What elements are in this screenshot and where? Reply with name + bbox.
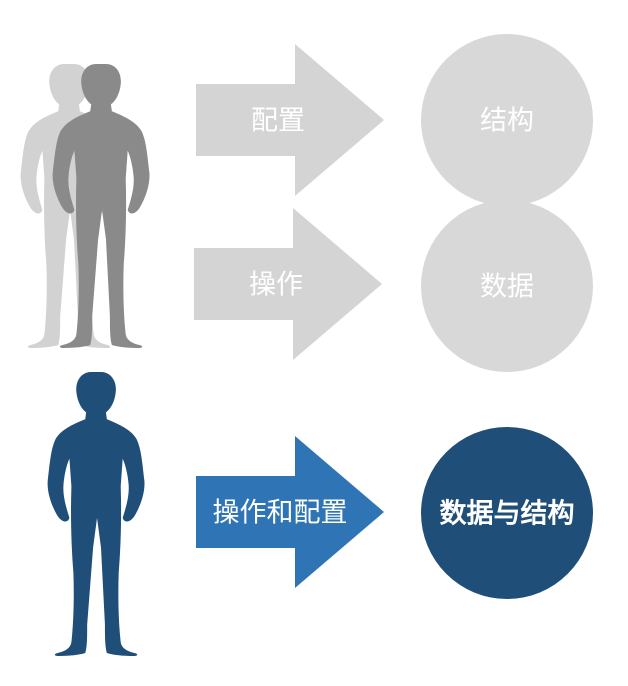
circle-structure-label: 结构 xyxy=(480,106,534,137)
arrow-combined: 操作和配置 xyxy=(196,436,384,588)
arrow-combined-label: 操作和配置 xyxy=(213,498,348,529)
circle-shape xyxy=(421,34,593,206)
arrow-config: 配置 xyxy=(196,44,384,196)
arrow-operate-label: 操作 xyxy=(249,270,303,301)
circle-combined: 数据与结构 xyxy=(421,427,593,599)
arrow-operate: 操作 xyxy=(194,208,382,360)
circle-data-label: 数据 xyxy=(480,272,534,303)
right-arrow-shape xyxy=(196,44,384,196)
right-arrow-shape xyxy=(194,208,382,360)
people-silhouette-icon-group xyxy=(20,63,150,348)
circle-data: 数据 xyxy=(421,200,593,372)
circle-shape xyxy=(421,427,593,599)
right-arrow-shape xyxy=(196,436,384,588)
circle-combined-label: 数据与结构 xyxy=(440,499,575,530)
circle-structure: 结构 xyxy=(421,34,593,206)
circle-shape xyxy=(421,200,593,372)
person-silhouette-blue-icon xyxy=(47,371,145,656)
arrow-config-label: 配置 xyxy=(251,106,305,137)
